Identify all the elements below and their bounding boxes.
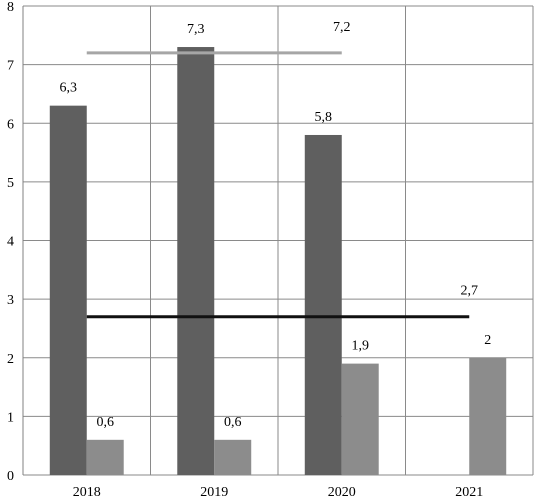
y-tick-label: 0: [7, 469, 14, 484]
bar: [214, 439, 252, 475]
bar: [86, 439, 124, 475]
y-tick-label: 4: [7, 235, 14, 250]
x-tick-label: 2020: [328, 485, 356, 500]
bar-data-label: 0,6: [96, 415, 114, 430]
y-tick-label: 3: [7, 293, 14, 308]
y-tick-label: 1: [7, 410, 14, 425]
y-tick-label: 7: [7, 59, 14, 74]
bar-data-label: 6,3: [60, 81, 78, 96]
x-tick-label: 2019: [200, 485, 228, 500]
bar: [469, 357, 507, 475]
bar-data-label: 2: [484, 333, 491, 348]
bar: [49, 105, 87, 475]
bar-data-label: 1,9: [351, 339, 369, 354]
y-tick-label: 5: [7, 176, 14, 191]
x-tick-label: 2021: [455, 485, 483, 500]
y-tick-label: 2: [7, 352, 14, 367]
bar-data-label: 0,6: [224, 415, 242, 430]
data-labels: 6,3 7,3 5,8 0,6 0,6 1,9 2 7,2 2,7: [60, 20, 492, 430]
bars: [49, 47, 507, 475]
line-data-label: 2,7: [461, 284, 479, 299]
bar: [304, 134, 342, 475]
reference-lines: [86, 51, 470, 319]
bar-data-label: 7,3: [187, 22, 205, 37]
bar-data-label: 5,8: [315, 110, 333, 125]
y-tick-label: 8: [7, 0, 14, 15]
y-tick-label: 6: [7, 117, 14, 132]
x-tick-label: 2018: [73, 485, 101, 500]
bar: [177, 47, 215, 475]
axes: 0 1 2 3 4 5 6 7 8 2018 2019 2020 2021: [7, 0, 483, 500]
bar: [341, 363, 379, 475]
line-data-label: 7,2: [333, 20, 351, 35]
